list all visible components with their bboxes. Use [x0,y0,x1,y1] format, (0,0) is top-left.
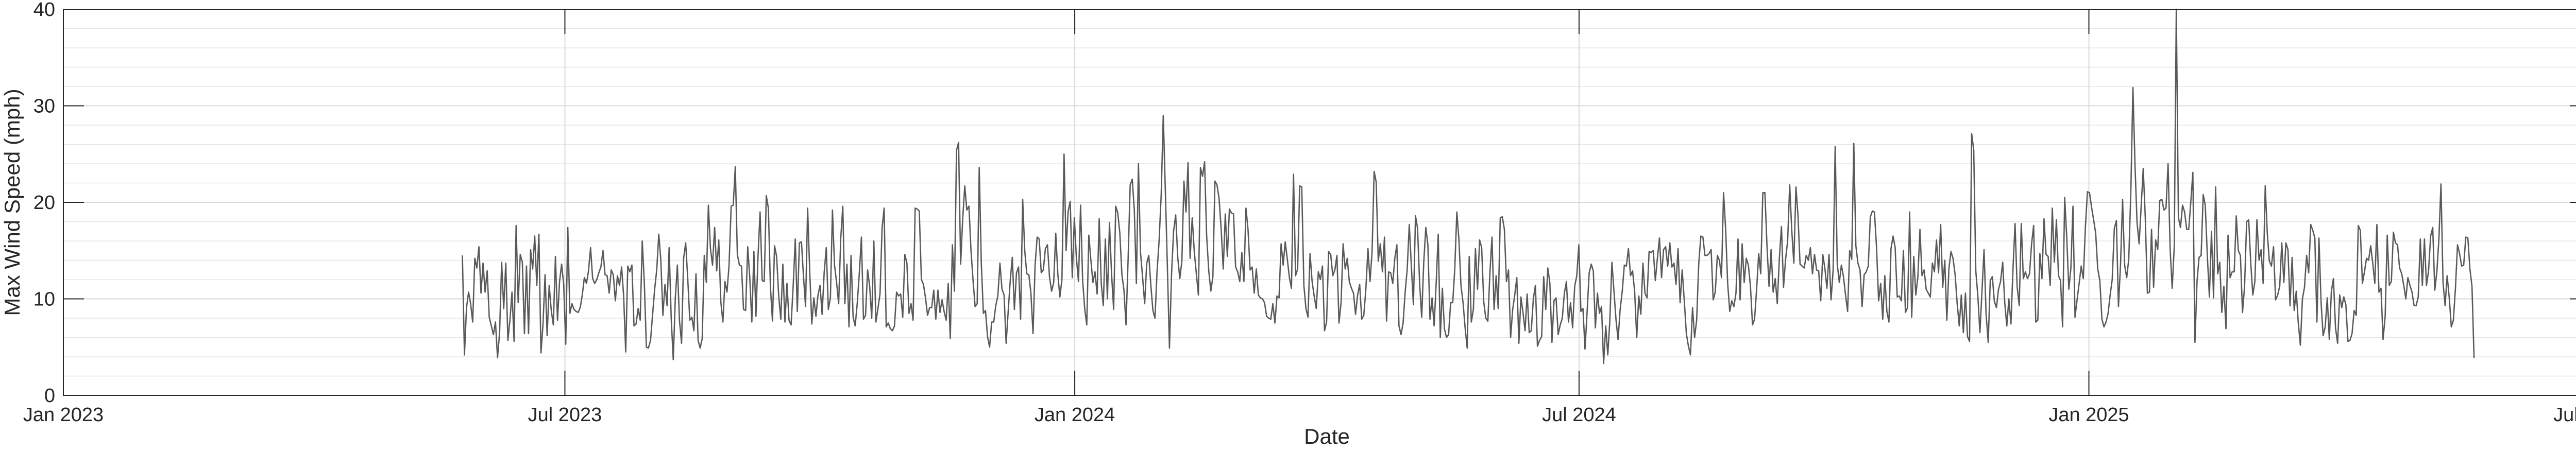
y-tick-label: 0 [44,385,55,407]
x-axis-tick-labels: Jan 2023 Jul 2023 Jan 2024 Jul 2024 Jan 2025… [23,404,2576,426]
x-tick-label: Jan 2025 [2048,404,2129,426]
x-tick-label: Jul 2024 [1542,404,1616,426]
x-tick-label: Jul 2023 [528,404,602,426]
minor-gridlines [63,28,2576,377]
plot-area [462,8,2475,365]
x-tick-label: Jan 2023 [23,404,104,426]
y-tick-label: 30 [33,96,55,117]
wind-speed-line [462,8,2475,365]
y-axis-tick-labels: 0 10 20 30 40 [33,0,55,407]
x-tick-label: Jan 2024 [1035,404,1115,426]
x-axis-label: Date [1304,424,1350,448]
axis-ticks [63,9,2576,396]
y-tick-label: 10 [33,289,55,310]
y-tick-label: 20 [33,192,55,214]
y-tick-label: 40 [33,0,55,21]
x-tick-label: Jul 2025 [2553,404,2576,426]
y-axis-label: Max Wind Speed (mph) [0,89,24,316]
